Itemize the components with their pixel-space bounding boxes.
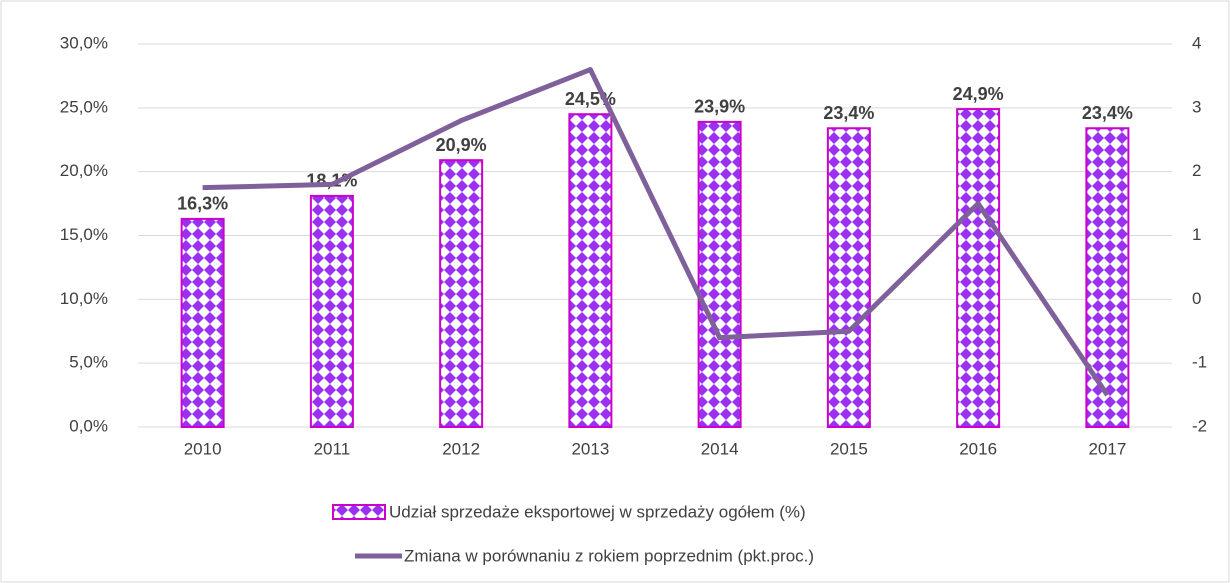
value-label: 23,9% bbox=[694, 97, 745, 117]
value-label: 16,3% bbox=[177, 194, 228, 214]
bar bbox=[439, 159, 484, 428]
x-tick-label: 2017 bbox=[1088, 439, 1126, 458]
x-tick-label: 2015 bbox=[830, 439, 868, 458]
legend-label: Udział sprzedaże eksportowej w sprzedaży… bbox=[389, 502, 806, 521]
y2-tick-label: -2 bbox=[1192, 416, 1207, 435]
y2-tick-label: 4 bbox=[1192, 33, 1201, 52]
y2-tick-label: 2 bbox=[1192, 161, 1201, 180]
bar bbox=[826, 127, 871, 428]
y-tick-label: 25,0% bbox=[60, 97, 108, 116]
y-tick-label: 15,0% bbox=[60, 225, 108, 244]
x-tick-label: 2014 bbox=[701, 439, 739, 458]
y2-tick-label: 0 bbox=[1192, 289, 1201, 308]
bar bbox=[309, 194, 354, 428]
value-label: 20,9% bbox=[436, 135, 487, 155]
x-tick-label: 2016 bbox=[959, 439, 997, 458]
line bbox=[202, 67, 1110, 397]
value-label: 23,4% bbox=[823, 103, 874, 123]
legend-label: Zmiana w porównaniu z rokiem poprzednim … bbox=[404, 546, 814, 565]
y2-tick-label: -1 bbox=[1192, 353, 1207, 372]
x-tick-label: 2012 bbox=[442, 439, 480, 458]
x-tick-label: 2011 bbox=[314, 439, 351, 458]
y-tick-label: 20,0% bbox=[60, 161, 108, 180]
bar bbox=[568, 113, 613, 428]
legend-swatch bbox=[332, 504, 386, 520]
y2-tick-label: 1 bbox=[1192, 225, 1201, 244]
value-label: 23,4% bbox=[1082, 103, 1133, 123]
x-tick-label: 2013 bbox=[571, 439, 609, 458]
y-tick-label: 10,0% bbox=[60, 289, 108, 308]
y-tick-label: 0,0% bbox=[69, 416, 108, 435]
bar bbox=[697, 120, 742, 428]
y2-tick-label: 3 bbox=[1192, 97, 1201, 116]
y-tick-label: 30,0% bbox=[60, 33, 108, 52]
x-tick-label: 2010 bbox=[184, 439, 222, 458]
bar bbox=[1085, 127, 1130, 428]
bar bbox=[180, 217, 225, 428]
value-label: 24,9% bbox=[953, 84, 1004, 104]
bar bbox=[956, 108, 1001, 429]
y-tick-label: 5,0% bbox=[69, 353, 108, 372]
